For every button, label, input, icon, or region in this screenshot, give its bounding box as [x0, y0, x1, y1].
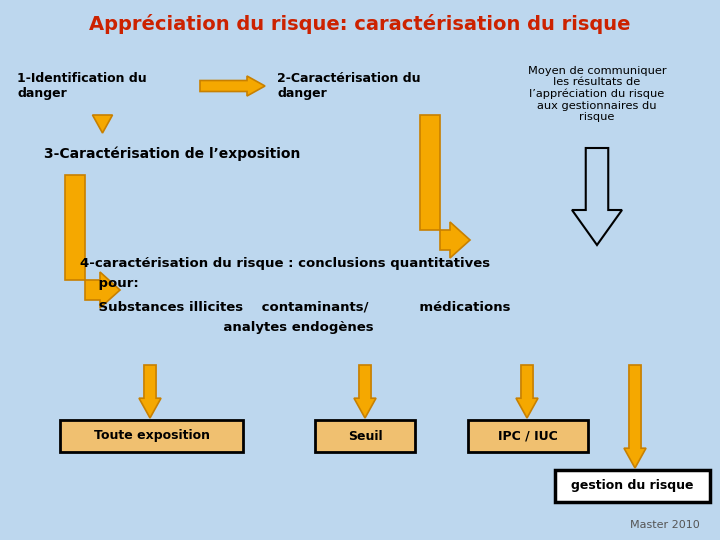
Text: Master 2010: Master 2010 [630, 520, 700, 530]
FancyBboxPatch shape [12, 6, 708, 42]
FancyBboxPatch shape [468, 420, 588, 452]
Polygon shape [92, 115, 112, 133]
Text: analytes endogènes: analytes endogènes [80, 321, 374, 334]
Polygon shape [516, 365, 538, 418]
Text: 1-Identification du
danger: 1-Identification du danger [17, 72, 147, 100]
Text: IPC / IUC: IPC / IUC [498, 429, 558, 442]
Text: Moyen de communiquer
les résultats de
l’appréciation du risque
aux gestionnaires: Moyen de communiquer les résultats de l’… [528, 65, 666, 123]
Text: gestion du risque: gestion du risque [571, 480, 694, 492]
Text: 4-caractérisation du risque : conclusions quantitatives: 4-caractérisation du risque : conclusion… [80, 256, 490, 269]
Polygon shape [572, 148, 622, 245]
Text: Substances illicites    contaminants/           médications: Substances illicites contaminants/ médic… [80, 300, 510, 314]
Polygon shape [420, 115, 470, 258]
Text: 3-Caractérisation de l’exposition: 3-Caractérisation de l’exposition [44, 147, 300, 161]
Text: Appréciation du risque: caractérisation du risque: Appréciation du risque: caractérisation … [89, 14, 631, 34]
Text: 2-Caractérisation du
danger: 2-Caractérisation du danger [277, 72, 420, 100]
Text: pour:: pour: [80, 276, 139, 289]
FancyBboxPatch shape [315, 420, 415, 452]
Polygon shape [624, 365, 646, 468]
Text: Toute exposition: Toute exposition [94, 429, 210, 442]
Polygon shape [200, 76, 265, 96]
Polygon shape [65, 175, 120, 308]
FancyBboxPatch shape [555, 470, 710, 502]
Text: Seuil: Seuil [348, 429, 382, 442]
FancyBboxPatch shape [483, 40, 711, 148]
Polygon shape [354, 365, 376, 418]
Polygon shape [139, 365, 161, 418]
FancyBboxPatch shape [60, 420, 243, 452]
